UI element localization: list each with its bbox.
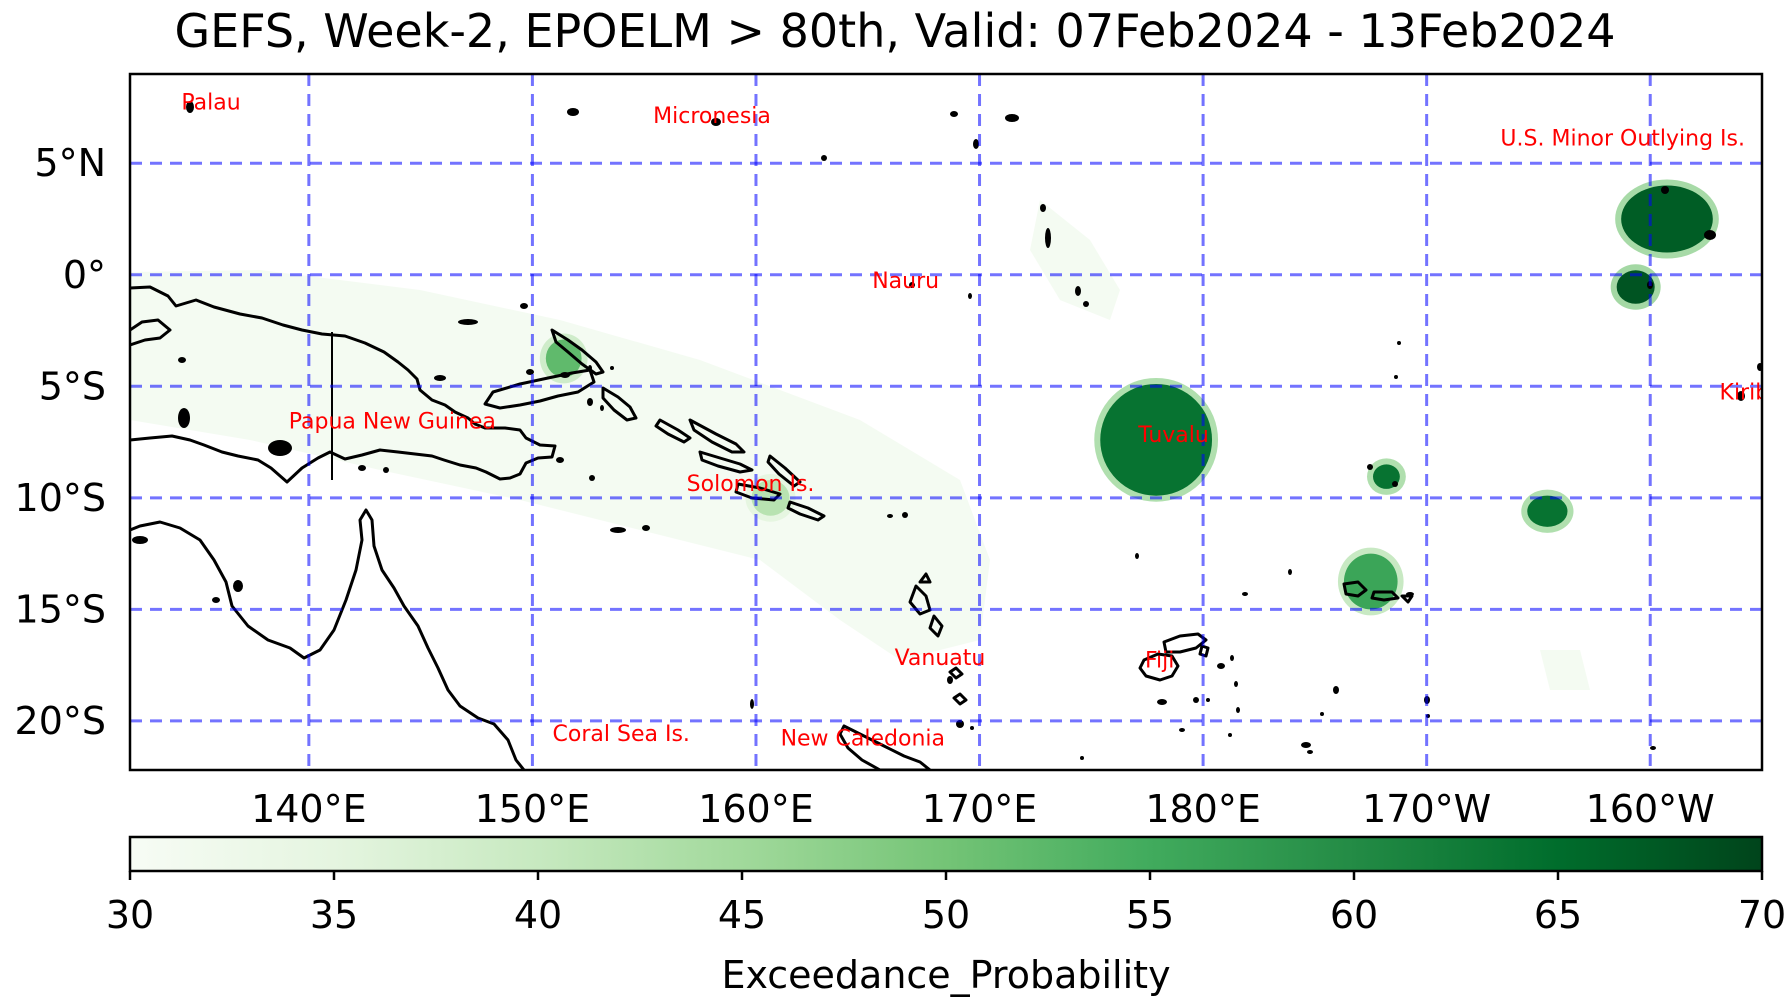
coastline-new-ireland (550, 328, 605, 376)
latitude-tick-label: 5°S (39, 364, 106, 408)
field-patch (1616, 270, 1655, 304)
coastline-new-georgia (698, 450, 754, 474)
colorbar-tick-label: 30 (106, 893, 154, 937)
longitude-tick-label: 160°W (1586, 787, 1715, 831)
field-background-band (130, 270, 990, 660)
place-label: Kiribati (1720, 381, 1790, 406)
field-patch (545, 339, 582, 378)
colorbar-tick-label: 50 (922, 893, 970, 937)
coastline-savaii (1342, 580, 1368, 598)
field-patch (1621, 185, 1713, 253)
place-label: New Caledonia (781, 726, 945, 751)
coastline-malakula (928, 614, 944, 638)
colorbar-bar (128, 835, 1764, 873)
longitude-tick-label: 180°E (1145, 787, 1261, 831)
coastline-bougainville (601, 386, 638, 422)
coastline-santa-isabel (688, 418, 746, 454)
place-label: Tuvalu (1137, 423, 1209, 448)
coastline-new-britain (483, 368, 596, 410)
coastlines (130, 285, 1414, 770)
coastline-erromango (952, 692, 968, 706)
coastline-choiseul (654, 418, 692, 444)
coastline-australia (130, 508, 526, 770)
field-background-band (1030, 200, 1120, 320)
colorbar-tick-label: 60 (1330, 893, 1378, 937)
coastline-malaita (766, 454, 802, 488)
coastline-guadalcanal (734, 482, 782, 502)
place-label: Coral Sea Is. (553, 722, 690, 747)
place-label: Micronesia (653, 104, 771, 129)
place-label: Nauru (872, 269, 939, 294)
coastline-new-caledonia (838, 724, 932, 770)
colorbar-tick-label: 70 (1738, 893, 1786, 937)
place-label: Solomon Is. (687, 472, 815, 497)
place-label: Papua New Guinea (289, 410, 496, 435)
coastline-vogelkop (130, 318, 172, 347)
longitude-tick-label: 170°W (1362, 787, 1491, 831)
latitude-tick-label: 10°S (15, 476, 106, 520)
colorbar-tick-label: 65 (1534, 893, 1582, 937)
coastline-vanuatu-north (918, 572, 932, 584)
coastline-efate (948, 666, 964, 680)
coastline-new-guinea (130, 285, 557, 484)
gridlines (130, 74, 1762, 770)
colorbar-label: Exceedance_Probability (721, 953, 1170, 997)
place-label: U.S. Minor Outlying Is. (1500, 126, 1745, 151)
colorbar-tick-label: 40 (514, 893, 562, 937)
place-labels: Palau Micronesia U.S. Minor Outlying Is. Na… (181, 91, 1790, 752)
longitude-tick-label: 140°E (251, 787, 367, 831)
colorbar-tick-label: 45 (718, 893, 766, 937)
longitude-tick-label: 160°E (698, 787, 814, 831)
latitude-tick-label: 20°S (15, 699, 106, 743)
coastline-taveuni (1198, 644, 1210, 658)
map-title: GEFS, Week-2, EPOELM > 80th, Valid: 07Fe… (174, 4, 1616, 58)
place-label: Fiji (1145, 648, 1174, 673)
map-frame (128, 72, 1764, 772)
colorbar: 30 35 40 45 50 55 60 65 70 Exceedance_Probabilit… (106, 835, 1786, 997)
field-patch (1527, 495, 1568, 527)
map-area[interactable]: Palau Micronesia U.S. Minor Outlying Is. Na… (130, 74, 1790, 770)
latitude-ticks: 5°N 0° 5°S 10°S 15°S 20°S (15, 141, 106, 743)
field-patch (1100, 383, 1213, 496)
place-label: Palau (181, 91, 240, 116)
coastline-san-cristobal (786, 500, 826, 522)
coastline-viti-levu (1138, 652, 1180, 682)
field-background-band (1540, 650, 1590, 690)
longitude-ticks: 140°E 150°E 160°E 170°E 180°E 170°W 160°W (251, 787, 1715, 831)
colorbar-ticks: 30 35 40 45 50 55 60 65 70 (106, 871, 1786, 937)
colorbar-tick-label: 35 (310, 893, 358, 937)
colorbar-tick-label: 55 (1126, 893, 1174, 937)
coastline-tutuila (1400, 594, 1414, 604)
latitude-tick-label: 15°S (15, 587, 106, 631)
coastline-espiritu-santo (908, 584, 932, 616)
longitude-tick-label: 170°E (922, 787, 1038, 831)
place-label: Vanuatu (895, 646, 986, 671)
small-islands (132, 101, 1762, 760)
coastline-vanua-levu (1162, 632, 1208, 654)
longitude-tick-label: 150°E (475, 787, 591, 831)
latitude-tick-label: 5°N (34, 141, 106, 185)
latitude-tick-label: 0° (63, 253, 106, 297)
coastline-upolu (1370, 590, 1400, 602)
